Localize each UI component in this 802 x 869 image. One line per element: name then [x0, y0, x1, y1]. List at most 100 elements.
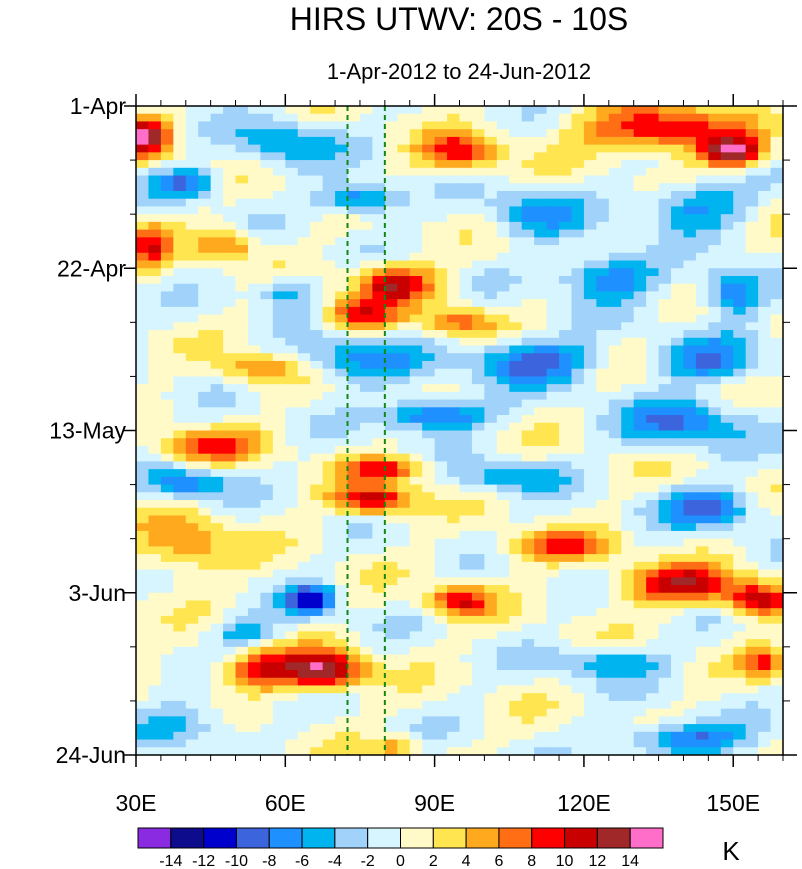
heatmap-cell — [322, 214, 336, 223]
heatmap-cell — [223, 569, 237, 578]
heatmap-cell — [559, 368, 573, 378]
heatmap-cell — [148, 337, 162, 347]
heatmap-cell — [285, 368, 299, 378]
heatmap-cell — [173, 747, 187, 755]
heatmap-cell — [546, 175, 560, 184]
heatmap-cell — [297, 515, 311, 524]
heatmap-cell — [596, 330, 610, 339]
heatmap-cell — [447, 438, 461, 447]
heatmap-cell — [409, 708, 423, 717]
heatmap-cell — [733, 716, 747, 725]
heatmap-cell — [621, 391, 635, 401]
heatmap-cell — [621, 670, 635, 679]
heatmap-cell — [459, 639, 473, 648]
heatmap-cell — [509, 530, 523, 540]
heatmap-cell — [770, 600, 783, 609]
heatmap-cell — [658, 731, 672, 741]
heatmap-cell — [571, 221, 585, 231]
heatmap-cell — [770, 160, 783, 169]
heatmap-cell — [583, 175, 597, 184]
heatmap-cell — [372, 577, 386, 586]
heatmap-cell — [546, 260, 560, 269]
heatmap-cell — [671, 739, 685, 748]
heatmap-cell — [621, 214, 635, 223]
heatmap-cell — [770, 283, 783, 293]
heatmap-cell — [534, 538, 548, 547]
heatmap-cell — [148, 415, 162, 424]
heatmap-cell — [646, 600, 660, 609]
heatmap-cell — [496, 384, 510, 393]
heatmap-cell — [322, 113, 336, 123]
heatmap-cell — [310, 724, 324, 733]
heatmap-cell — [770, 554, 783, 563]
heatmap-cell — [683, 283, 697, 293]
heatmap-cell — [720, 438, 734, 447]
heatmap-cell — [185, 198, 199, 208]
heatmap-cell — [683, 337, 697, 347]
heatmap-cell — [658, 221, 672, 231]
heatmap-cell — [758, 299, 772, 308]
heatmap-cell — [247, 306, 262, 316]
heatmap-cell — [733, 724, 747, 733]
heatmap-cell — [160, 731, 174, 741]
heatmap-cell — [658, 623, 672, 632]
heatmap-cell — [210, 685, 224, 694]
heatmap-cell — [583, 113, 597, 123]
heatmap-cell — [136, 592, 150, 602]
heatmap-cell — [608, 314, 622, 323]
heatmap-cell — [447, 221, 461, 231]
heatmap-cell — [733, 554, 747, 563]
heatmap-cell — [546, 391, 560, 401]
heatmap-cell — [210, 407, 224, 416]
heatmap-cell — [683, 314, 697, 323]
heatmap-cell — [384, 693, 398, 702]
heatmap-cell — [384, 708, 398, 717]
heatmap-cell — [758, 469, 772, 478]
heatmap-cell — [621, 600, 635, 609]
heatmap-cell — [359, 693, 373, 702]
heatmap-cell — [198, 152, 212, 161]
heatmap-cell — [210, 561, 224, 571]
heatmap-cell — [571, 700, 585, 710]
heatmap-cell — [695, 144, 709, 153]
heatmap-cell — [359, 306, 373, 316]
heatmap-cell — [633, 600, 647, 609]
heatmap-cell — [571, 376, 585, 385]
heatmap-cell — [409, 670, 423, 679]
heatmap-cell — [260, 538, 274, 547]
heatmap-cell — [546, 731, 560, 741]
heatmap-cell — [335, 360, 349, 370]
heatmap-cell — [322, 577, 336, 586]
heatmap-cell — [534, 654, 548, 663]
heatmap-cell — [459, 167, 473, 177]
heatmap-cell — [210, 360, 224, 370]
heatmap-cell — [758, 623, 772, 632]
heatmap-cell — [397, 337, 411, 347]
heatmap-cell — [596, 546, 610, 555]
heatmap-cell — [683, 561, 697, 571]
heatmap-cell — [347, 577, 361, 586]
heatmap-cell — [509, 430, 523, 439]
heatmap-cell — [210, 206, 224, 215]
heatmap-cell — [496, 121, 510, 130]
heatmap-cell — [521, 693, 535, 702]
heatmap-cell — [745, 654, 759, 663]
heatmap-cell — [695, 190, 709, 200]
heatmap-cell — [173, 453, 187, 463]
heatmap-cell — [633, 237, 647, 246]
heatmap-cell — [559, 415, 573, 424]
heatmap-cell — [583, 592, 597, 602]
heatmap-cell — [173, 283, 187, 293]
heatmap-cell — [534, 492, 548, 501]
heatmap-cell — [658, 167, 672, 177]
reference-lines — [346, 106, 386, 755]
heatmap-cell — [397, 430, 411, 439]
heatmap-cell — [596, 144, 610, 153]
heatmap-cell — [310, 469, 324, 478]
heatmap-cell — [471, 577, 485, 586]
heatmap-cell — [695, 407, 709, 416]
heatmap-cell — [285, 206, 299, 215]
heatmap-cell — [160, 306, 174, 316]
heatmap-cell — [210, 631, 224, 640]
heatmap-cell — [359, 662, 373, 671]
